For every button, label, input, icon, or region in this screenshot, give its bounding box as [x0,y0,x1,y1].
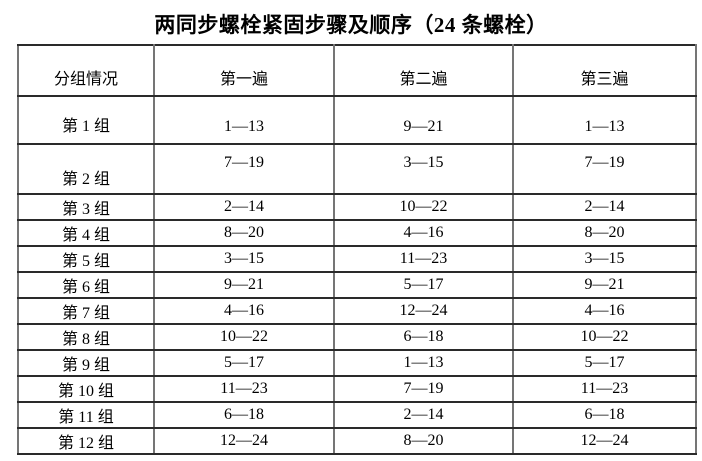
table-row: 第 4 组 8—20 4—16 8—20 [17,219,697,247]
pass3-value: 8—20 [512,219,697,247]
pass3-value: 1—13 [512,95,697,145]
bolt-tightening-table: 分组情况 第一遍 第二遍 第三遍 第 1 组 1—13 9—21 1—13 第 … [17,44,697,455]
pass1-value: 12—24 [153,427,335,455]
pass3-value: 10—22 [512,323,697,351]
pass1-value: 6—18 [153,401,335,429]
pass1-value: 10—22 [153,323,335,351]
group-label: 第 3 组 [17,193,155,221]
pass2-value: 5—17 [333,271,514,299]
pass2-value: 2—14 [333,401,514,429]
table-row: 第 10 组 11—23 7—19 11—23 [17,375,697,403]
pass3-value: 5—17 [512,349,697,377]
pass2-value: 1—13 [333,349,514,377]
table-row: 第 1 组 1—13 9—21 1—13 [17,95,697,145]
group-label: 第 9 组 [17,349,155,377]
group-label: 第 4 组 [17,219,155,247]
group-label: 第 7 组 [17,297,155,325]
group-label: 第 1 组 [17,95,155,145]
pass1-value: 3—15 [153,245,335,273]
pass2-value: 10—22 [333,193,514,221]
pass1-value: 4—16 [153,297,335,325]
group-label: 第 12 组 [17,427,155,455]
column-header-pass3: 第三遍 [512,44,697,97]
pass3-value: 11—23 [512,375,697,403]
table-row: 第 8 组 10—22 6—18 10—22 [17,323,697,351]
group-label: 第 6 组 [17,271,155,299]
group-label: 第 8 组 [17,323,155,351]
table-row: 第 7 组 4—16 12—24 4—16 [17,297,697,325]
pass3-value: 2—14 [512,193,697,221]
column-header-pass2: 第二遍 [333,44,514,97]
pass3-value: 6—18 [512,401,697,429]
table-row: 第 12 组 12—24 8—20 12—24 [17,427,697,455]
pass1-value: 7—19 [153,143,335,195]
column-header-group: 分组情况 [17,44,155,97]
table-header-row: 分组情况 第一遍 第二遍 第三遍 [17,44,697,97]
pass3-value: 9—21 [512,271,697,299]
pass2-value: 8—20 [333,427,514,455]
pass3-value: 12—24 [512,427,697,455]
table-row: 第 11 组 6—18 2—14 6—18 [17,401,697,429]
pass1-value: 1—13 [153,95,335,145]
group-label: 第 10 组 [17,375,155,403]
pass2-value: 4—16 [333,219,514,247]
table-row: 第 5 组 3—15 11—23 3—15 [17,245,697,273]
pass1-value: 11—23 [153,375,335,403]
column-header-pass1: 第一遍 [153,44,335,97]
pass1-value: 5—17 [153,349,335,377]
pass1-value: 9—21 [153,271,335,299]
pass3-value: 4—16 [512,297,697,325]
pass2-value: 11—23 [333,245,514,273]
table-row: 第 6 组 9—21 5—17 9—21 [17,271,697,299]
pass3-value: 3—15 [512,245,697,273]
table-row: 第 9 组 5—17 1—13 5—17 [17,349,697,377]
pass2-value: 12—24 [333,297,514,325]
page-title: 两同步螺栓紧固步骤及顺序（24 条螺栓） [154,13,548,37]
pass2-value: 6—18 [333,323,514,351]
group-label: 第 2 组 [17,143,155,195]
pass3-value: 7—19 [512,143,697,195]
pass2-value: 7—19 [333,375,514,403]
pass1-value: 8—20 [153,219,335,247]
pass1-value: 2—14 [153,193,335,221]
pass2-value: 9—21 [333,95,514,145]
table-row: 第 2 组 7—19 3—15 7—19 [17,143,697,195]
table-row: 第 3 组 2—14 10—22 2—14 [17,193,697,221]
pass2-value: 3—15 [333,143,514,195]
group-label: 第 5 组 [17,245,155,273]
group-label: 第 11 组 [17,401,155,429]
